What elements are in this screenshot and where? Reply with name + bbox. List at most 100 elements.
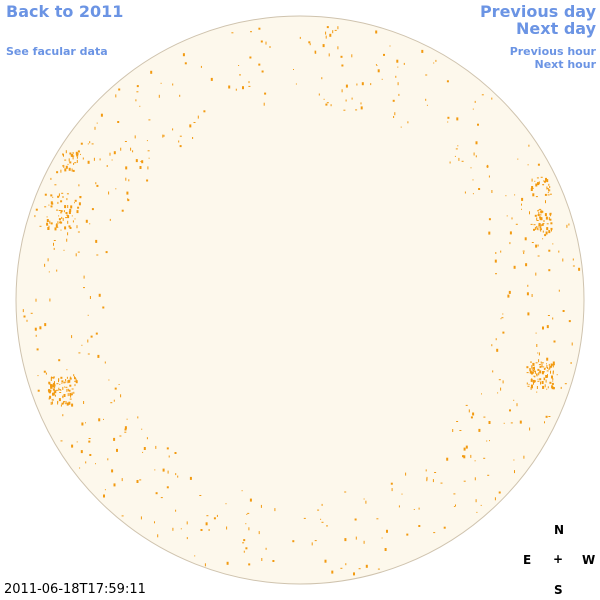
facula-dot (36, 348, 39, 351)
facula-dot (168, 455, 170, 458)
facula-dot (258, 27, 261, 30)
facula-dot (311, 542, 313, 546)
facula-dot (60, 376, 63, 379)
facula-dot (400, 126, 402, 128)
facula-dot (358, 568, 361, 570)
facula-dot (72, 152, 74, 154)
facula-dot (23, 315, 26, 318)
facula-dot (231, 32, 234, 34)
facula-dot (55, 224, 58, 228)
facula-dot (125, 177, 127, 181)
facula-dot (534, 370, 536, 372)
facula-dot (245, 547, 248, 550)
facula-dot (468, 409, 470, 413)
facula-dot (64, 226, 67, 230)
facula-dot (120, 147, 122, 151)
facula-dot (76, 156, 78, 159)
facula-dot (58, 359, 61, 362)
facula-dot (124, 428, 127, 431)
facula-dot (85, 461, 87, 464)
facula-dot (375, 30, 378, 34)
facula-dot (532, 187, 534, 189)
facula-dot (54, 390, 57, 394)
previous-hour-link[interactable]: Previous hour (509, 45, 596, 58)
facula-dot (60, 212, 63, 214)
facula-dot (434, 472, 437, 473)
facula-dot (136, 91, 139, 93)
facula-dot (549, 218, 552, 221)
facula-dot (401, 493, 403, 495)
facula-dot (59, 392, 62, 393)
facula-dot (552, 378, 554, 381)
facula-dot (264, 92, 267, 95)
facula-dot (51, 401, 53, 405)
facula-dot (299, 36, 301, 39)
facula-dot (544, 378, 546, 380)
facula-dot (216, 514, 218, 517)
facula-dot (546, 363, 547, 365)
facula-dot (65, 401, 67, 404)
facula-dot (449, 161, 451, 164)
facula-dot (178, 140, 180, 143)
facula-dot (57, 400, 59, 403)
facula-dot (546, 365, 548, 368)
facula-dot (47, 227, 50, 230)
facula-dot (68, 158, 70, 162)
facula-dot (526, 366, 529, 369)
facula-dot (44, 206, 47, 208)
facula-dot (532, 369, 535, 372)
facula-dot (465, 404, 468, 406)
facula-dot (104, 489, 106, 491)
facula-dot (337, 26, 339, 30)
facula-dot (140, 516, 142, 520)
facula-dot (160, 82, 162, 84)
facula-dot (461, 160, 464, 162)
facula-dot (78, 202, 81, 206)
facula-dot (85, 219, 88, 223)
facula-dot (475, 499, 477, 503)
facula-dot (525, 263, 528, 267)
facula-dot (35, 298, 37, 302)
facula-dot (540, 224, 542, 227)
facula-dot (550, 222, 553, 225)
facula-dot (527, 284, 529, 287)
see-facular-data-link[interactable]: See facular data (6, 45, 108, 58)
facula-dot (67, 393, 69, 397)
previous-day-link[interactable]: Previous day (479, 2, 596, 21)
next-hour-link[interactable]: Next hour (534, 58, 597, 71)
facula-dot (47, 258, 49, 262)
facula-dot (491, 344, 493, 347)
facula-dot (506, 215, 508, 217)
facula-dot (59, 383, 61, 385)
facula-dot (538, 181, 540, 185)
facula-dot (75, 151, 78, 155)
facula-dot (247, 512, 250, 514)
facula-dot (341, 89, 343, 93)
facula-dot (344, 538, 347, 542)
facula-dot (60, 169, 62, 173)
next-day-link[interactable]: Next day (516, 19, 596, 38)
facula-dot (509, 409, 511, 412)
facula-dot (537, 182, 539, 186)
facula-dot (540, 176, 543, 178)
facula-dot (200, 65, 202, 68)
facula-dot (76, 225, 78, 229)
facula-dot (531, 385, 533, 389)
facula-dot (491, 97, 493, 100)
facula-dot (69, 392, 72, 396)
facula-dot (377, 69, 380, 73)
facula-dot (79, 196, 82, 199)
back-to-year-link[interactable]: Back to 2011 (6, 2, 124, 21)
facula-dot (433, 532, 436, 534)
facula-dot (390, 482, 393, 485)
facula-dot (89, 296, 91, 299)
facula-dot (197, 115, 199, 119)
facula-dot (397, 66, 399, 68)
facula-dot (34, 327, 37, 331)
facula-dot (58, 210, 61, 211)
facula-dot (426, 476, 428, 480)
facula-dot (61, 402, 64, 405)
facula-dot (248, 85, 251, 87)
facula-dot (547, 192, 549, 194)
facula-dot (65, 386, 68, 388)
